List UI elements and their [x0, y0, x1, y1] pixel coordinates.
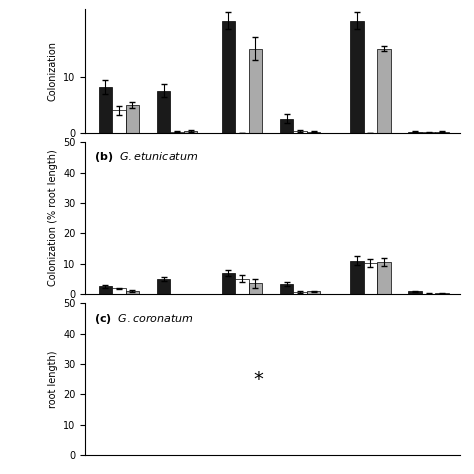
Bar — [307, 132, 320, 133]
Text: $\bf{(b)}$  $\it{G. etunicatum}$: $\bf{(b)}$ $\it{G. etunicatum}$ — [94, 150, 198, 164]
Bar — [350, 261, 364, 294]
Bar — [126, 105, 139, 133]
Bar — [435, 293, 449, 294]
Bar — [221, 273, 235, 294]
Text: *: * — [254, 370, 264, 389]
Bar — [280, 118, 293, 133]
Bar — [112, 110, 126, 133]
Bar — [408, 132, 422, 133]
Bar — [422, 132, 435, 133]
Bar — [377, 262, 391, 294]
Bar — [184, 131, 197, 133]
Bar — [248, 283, 262, 294]
Bar — [170, 132, 184, 133]
Bar — [112, 288, 126, 294]
Bar — [293, 131, 307, 133]
Y-axis label: Colonization (% root length): Colonization (% root length) — [48, 150, 58, 286]
Bar — [280, 284, 293, 294]
Text: $\bf{(c)}$  $\it{G. coronatum}$: $\bf{(c)}$ $\it{G. coronatum}$ — [94, 311, 193, 326]
Bar — [235, 279, 248, 294]
Bar — [307, 292, 320, 294]
Bar — [221, 21, 235, 133]
Bar — [435, 132, 449, 133]
Bar — [99, 87, 112, 133]
Bar — [126, 291, 139, 294]
Bar — [157, 279, 170, 294]
Bar — [364, 263, 377, 294]
Bar — [248, 49, 262, 133]
Bar — [157, 91, 170, 133]
Bar — [350, 21, 364, 133]
Bar — [377, 49, 391, 133]
Bar — [293, 292, 307, 294]
Bar — [99, 286, 112, 294]
Y-axis label: Colonization: Colonization — [48, 41, 58, 101]
Y-axis label: root length): root length) — [48, 350, 58, 408]
Bar — [408, 292, 422, 294]
